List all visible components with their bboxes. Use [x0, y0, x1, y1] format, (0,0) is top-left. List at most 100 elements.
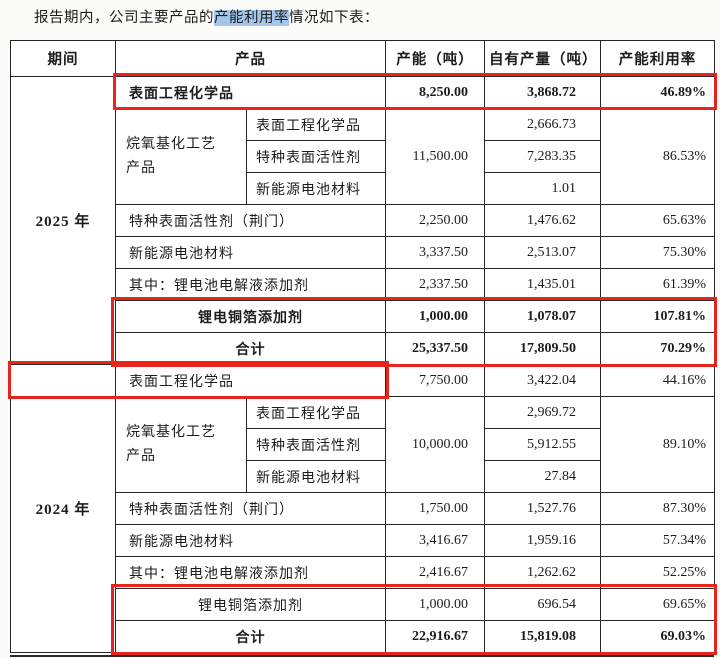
utilization-value: 69.03%	[600, 620, 715, 653]
table-row-2025-electrolyte: 其中：锂电池电解液添加剂 2,337.50 1,435.01 61.39%	[11, 268, 715, 301]
table-row-2024-battery: 新能源电池材料 3,416.67 1,959.16 57.34%	[11, 524, 715, 557]
capacity-value: 2,250.00	[385, 204, 485, 237]
output-value: 2,969.72	[484, 396, 601, 429]
utilization-value: 75.30%	[600, 236, 715, 269]
capacity-value: 2,416.67	[385, 556, 485, 589]
header-output: 自有产量（吨）	[484, 40, 601, 77]
output-value: 17,809.50	[484, 332, 601, 365]
utilization-value: 86.53%	[600, 108, 715, 205]
product-name: 特种表面活性剂（荆门）	[115, 492, 386, 525]
output-value: 5,912.55	[484, 428, 601, 461]
period-2025: 2025 年	[10, 76, 116, 365]
header-capacity: 产能（吨）	[385, 40, 485, 77]
product-name: 锂电铜箔添加剂	[115, 300, 386, 333]
period-2024: 2024 年	[10, 364, 116, 653]
product-group-name-line1: 烷氧基化工艺	[126, 137, 216, 153]
utilization-value: 65.63%	[600, 204, 715, 237]
capacity-value: 3,416.67	[385, 524, 485, 557]
utilization-value: 61.39%	[600, 268, 715, 301]
capacity-value: 1,000.00	[385, 588, 485, 621]
utilization-value: 69.65%	[600, 588, 715, 621]
header-period: 期间	[10, 40, 116, 77]
header-row: 期间 产品 产能（吨） 自有产量（吨） 产能利用率	[10, 40, 715, 77]
output-value: 1,262.62	[484, 556, 601, 589]
sub-product-name: 表面工程化学品	[246, 396, 386, 429]
utilization-value: 87.30%	[600, 492, 715, 525]
product-name: 新能源电池材料	[115, 236, 386, 269]
next-table-row-top-border	[10, 655, 714, 657]
output-value: 7,283.35	[484, 140, 601, 173]
output-value: 1,435.01	[484, 268, 601, 301]
intro-prefix: 报告期内，公司主要产品的	[34, 10, 214, 26]
table-row-2024-alkoxy-sub2: 特种表面活性剂 5,912.55	[11, 428, 715, 461]
utilization-value: 70.29%	[600, 332, 715, 365]
output-value: 2,666.73	[484, 108, 601, 141]
product-name: 其中：锂电池电解液添加剂	[115, 268, 386, 301]
output-value: 15,819.08	[484, 620, 601, 653]
product-name: 锂电铜箔添加剂	[115, 588, 386, 621]
product-name: 特种表面活性剂（荆门）	[115, 204, 386, 237]
product-group-name-line1: 烷氧基化工艺	[126, 425, 216, 441]
total-label: 合计	[115, 620, 386, 653]
product-group-name: 烷氧基化工艺 产品	[115, 108, 247, 205]
output-value: 2,513.07	[484, 236, 601, 269]
table-row-2024-electrolyte: 其中：锂电池电解液添加剂 2,416.67 1,262.62 52.25%	[11, 556, 715, 589]
output-value: 27.84	[484, 460, 601, 493]
table-row-2025-battery: 新能源电池材料 3,337.50 2,513.07 75.30%	[11, 236, 715, 269]
utilization-value: 57.34%	[600, 524, 715, 557]
capacity-value: 1,750.00	[385, 492, 485, 525]
capacity-utilization-table-wrap: 期间 产品 产能（吨） 自有产量（吨） 产能利用率 2025 年 表面工程化学品…	[10, 40, 715, 653]
capacity-value: 10,000.00	[385, 396, 485, 493]
capacity-value: 11,500.00	[385, 108, 485, 205]
product-group-name: 烷氧基化工艺 产品	[115, 396, 247, 493]
sub-product-name: 表面工程化学品	[246, 108, 386, 141]
capacity-value: 22,916.67	[385, 620, 485, 653]
table-row-2024-surface: 2024 年 表面工程化学品 7,750.00 3,422.04 44.16%	[10, 364, 715, 653]
table-row-2024-alkoxy-sub1: 烷氧基化工艺 产品 表面工程化学品 10,000.00 2,969.72 89.…	[11, 396, 715, 493]
output-value: 1,527.76	[484, 492, 601, 525]
table-row-2025-jingmen: 特种表面活性剂（荆门） 2,250.00 1,476.62 65.63%	[11, 204, 715, 237]
capacity-utilization-table: 期间 产品 产能（吨） 自有产量（吨） 产能利用率 2025 年 表面工程化学品…	[10, 40, 715, 653]
table-row-2025-alkoxy-sub3: 新能源电池材料 1.01	[11, 172, 715, 205]
table-row-2025-alkoxy-sub2: 特种表面活性剂 7,283.35	[11, 140, 715, 173]
utilization-value: 44.16%	[600, 364, 715, 397]
capacity-value: 1,000.00	[385, 300, 485, 333]
output-value: 3,422.04	[484, 364, 601, 397]
table-row-2025-alkoxy-sub1: 烷氧基化工艺 产品 表面工程化学品 11,500.00 2,666.73 86.…	[11, 108, 715, 205]
product-name: 新能源电池材料	[115, 524, 386, 557]
product-name: 表面工程化学品	[115, 76, 386, 109]
output-value: 1,476.62	[484, 204, 601, 237]
product-group-name-line2: 产品	[126, 448, 156, 464]
table-row-2024-copper: 锂电铜箔添加剂 1,000.00 696.54 69.65%	[11, 588, 715, 621]
product-name: 表面工程化学品	[115, 364, 386, 397]
sub-product-name: 特种表面活性剂	[246, 140, 386, 173]
table-row-2025-surface: 2025 年 表面工程化学品 8,250.00 3,868.72 46.89%	[10, 76, 715, 365]
table-row-2024-alkoxy-sub3: 新能源电池材料 27.84	[11, 460, 715, 493]
intro-highlighted-term: 产能利用率	[214, 10, 289, 26]
utilization-value: 46.89%	[600, 76, 715, 109]
table-row-2024-total: 合计 22,916.67 15,819.08 69.03%	[11, 620, 715, 653]
output-value: 1,959.16	[484, 524, 601, 557]
sub-product-name: 新能源电池材料	[246, 172, 386, 205]
table-row-2025-copper: 锂电铜箔添加剂 1,000.00 1,078.07 107.81%	[11, 300, 715, 333]
capacity-value: 2,337.50	[385, 268, 485, 301]
capacity-value: 8,250.00	[385, 76, 485, 109]
intro-suffix: 情况如下表：	[289, 10, 379, 26]
capacity-value: 25,337.50	[385, 332, 485, 365]
utilization-value: 52.25%	[600, 556, 715, 589]
intro-sentence: 报告期内，公司主要产品的产能利用率情况如下表：	[34, 6, 379, 27]
total-label: 合计	[115, 332, 386, 365]
output-value: 1.01	[484, 172, 601, 205]
output-value: 3,868.72	[484, 76, 601, 109]
output-value: 696.54	[484, 588, 601, 621]
sub-product-name: 新能源电池材料	[246, 460, 386, 493]
table-row-2024-jingmen: 特种表面活性剂（荆门） 1,750.00 1,527.76 87.30%	[11, 492, 715, 525]
table-row-2025-total: 合计 25,337.50 17,809.50 70.29%	[11, 332, 715, 365]
sub-product-name: 特种表面活性剂	[246, 428, 386, 461]
capacity-value: 7,750.00	[385, 364, 485, 397]
header-product: 产品	[115, 40, 386, 77]
product-name: 其中：锂电池电解液添加剂	[115, 556, 386, 589]
capacity-value: 3,337.50	[385, 236, 485, 269]
utilization-value: 107.81%	[600, 300, 715, 333]
